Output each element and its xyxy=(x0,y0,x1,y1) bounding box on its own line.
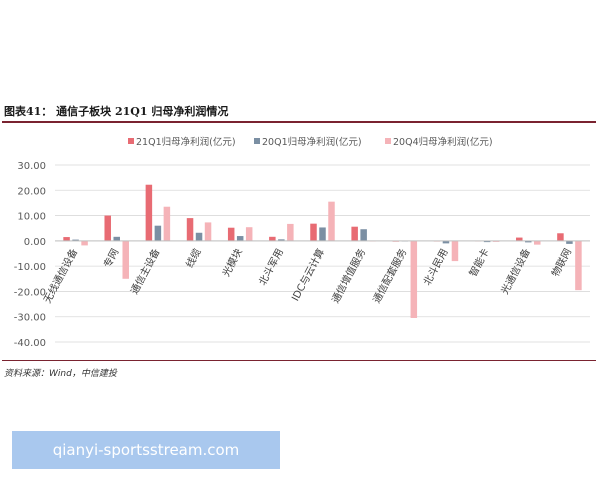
legend-swatch xyxy=(128,138,134,144)
bar xyxy=(145,184,153,241)
category-label: 无线通信设备 xyxy=(41,246,81,305)
y-tick-label: 20.00 xyxy=(17,186,46,197)
bar xyxy=(410,240,418,318)
category-label: 北斗军用 xyxy=(257,247,286,288)
bar xyxy=(195,232,203,241)
bar xyxy=(113,236,120,241)
bar xyxy=(63,237,70,241)
category-label: 智能卡 xyxy=(466,246,492,279)
bar xyxy=(328,201,335,241)
figure-title: 图表41： 通信子板块 21Q1 归母净利润情况 xyxy=(4,105,229,118)
bar xyxy=(557,233,564,241)
category-label: 北斗民用 xyxy=(421,247,450,288)
bar xyxy=(245,227,253,241)
legend-label: 20Q4归母净利润(亿元) xyxy=(393,136,493,148)
bar xyxy=(451,240,459,262)
bar xyxy=(310,223,317,241)
bar xyxy=(278,239,285,241)
bar xyxy=(72,239,79,241)
bar xyxy=(204,222,212,241)
y-tick-label: -40.00 xyxy=(14,338,46,349)
bar xyxy=(492,240,500,242)
bar xyxy=(525,240,532,243)
bar xyxy=(575,240,582,291)
bar xyxy=(163,206,171,241)
bar xyxy=(534,240,541,245)
bar xyxy=(360,229,367,241)
watermark-banner: qianyi-sportsstream.com xyxy=(12,431,280,469)
bar xyxy=(104,215,111,241)
legend-swatch xyxy=(254,138,260,144)
category-label: 通信增值服务 xyxy=(329,246,369,305)
y-tick-label: 10.00 xyxy=(17,212,46,223)
legend-label: 20Q1归母净利润(亿元) xyxy=(262,136,362,148)
bar xyxy=(186,218,194,241)
category-label: 通信配套服务 xyxy=(370,246,410,305)
category-label: 物联网 xyxy=(549,246,575,279)
bar xyxy=(81,240,88,246)
bar xyxy=(516,237,523,241)
legend-label: 21Q1归母净利润(亿元) xyxy=(136,136,236,148)
category-label: IDC与云计算 xyxy=(289,246,328,303)
y-tick-label: -30.00 xyxy=(14,313,46,324)
bar xyxy=(483,240,491,243)
bar xyxy=(442,240,450,244)
y-tick-label: -20.00 xyxy=(14,287,46,298)
title-rule xyxy=(2,121,596,123)
source-note: 资料来源：Wind，中信建投 xyxy=(4,369,117,379)
y-tick-label: 0.00 xyxy=(24,237,46,248)
bar xyxy=(319,227,326,241)
category-label: 通信主设备 xyxy=(128,246,163,296)
category-label: 光通信设备 xyxy=(498,246,533,296)
y-tick-label: -10.00 xyxy=(14,262,46,273)
legend-swatch xyxy=(385,138,391,144)
bar xyxy=(351,226,358,241)
source-rule xyxy=(2,360,596,361)
bar xyxy=(227,227,235,241)
bar xyxy=(122,240,129,279)
y-tick-label: 30.00 xyxy=(17,161,46,172)
bar xyxy=(287,223,294,241)
bar xyxy=(269,236,276,241)
bar xyxy=(154,225,162,241)
bar xyxy=(566,240,573,244)
category-label: 光模块 xyxy=(219,246,245,279)
bar xyxy=(236,236,244,241)
